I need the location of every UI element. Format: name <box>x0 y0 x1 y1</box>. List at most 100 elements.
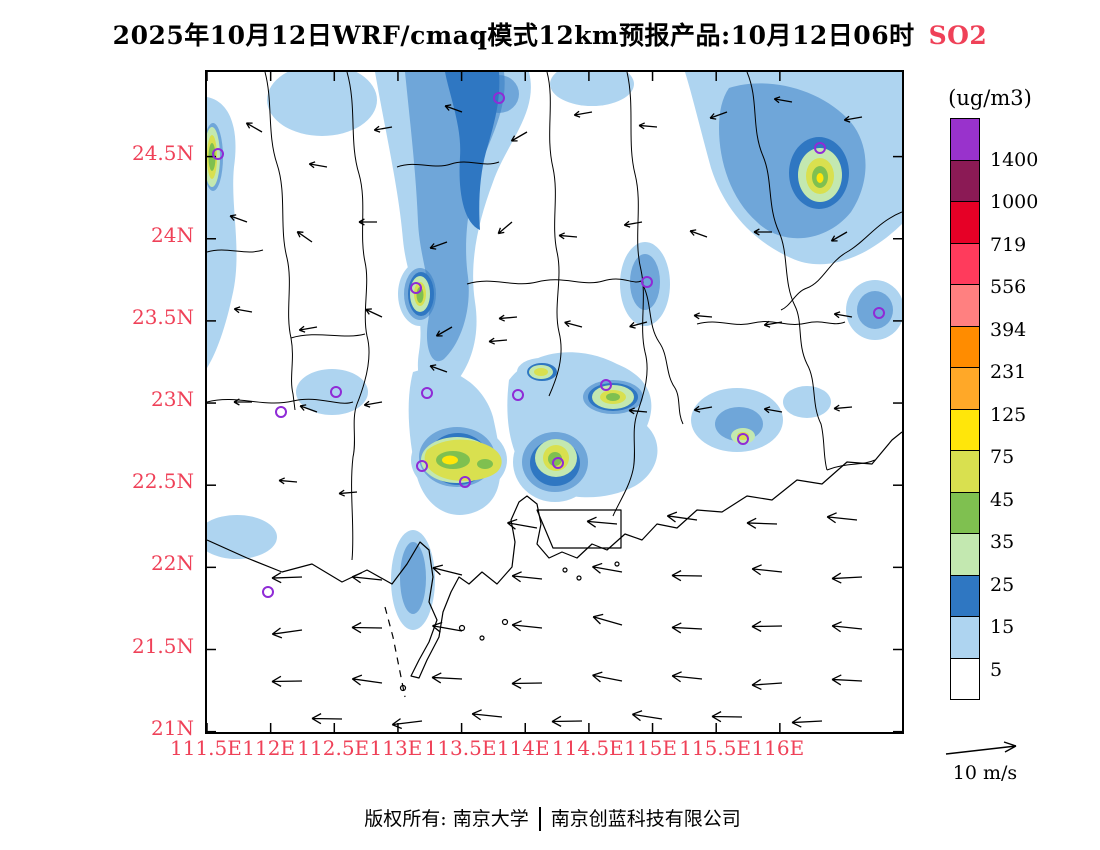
lat-tick-label: 24.5N <box>131 140 194 165</box>
copyright-footer: 版权所有: 南京大学 南京创蓝科技有限公司 <box>205 804 900 831</box>
station-marker <box>212 148 224 160</box>
wind-arrow <box>296 231 313 243</box>
colorbar-box <box>950 574 980 617</box>
colorbar-box <box>950 450 980 493</box>
station-marker <box>493 92 505 104</box>
wind-arrow <box>444 104 463 113</box>
wind-arrow <box>833 404 853 412</box>
wind-arrow <box>298 325 318 333</box>
wind-scale-legend: 10 m/s <box>942 738 1028 784</box>
wind-arrow <box>831 572 863 584</box>
wind-arrow <box>299 404 318 413</box>
lat-tick-label: 21N <box>151 715 194 740</box>
station-marker <box>552 457 564 469</box>
so2-fill-yellow-peaks <box>442 173 824 465</box>
lat-tick-label: 21.5N <box>131 633 194 658</box>
copyright-owner: 版权所有: 南京大学 <box>364 808 529 830</box>
wind-arrow <box>689 229 708 238</box>
wind-arrow <box>791 716 823 728</box>
wind-arrow <box>432 564 463 576</box>
province-boundaries <box>207 72 902 561</box>
wind-arrow <box>311 713 343 725</box>
figure-title: 2025年10月12日WRF/cmaq模式12km预报产品:10月12日06时 S… <box>0 16 1100 52</box>
wind-arrow <box>763 320 783 328</box>
wind-arrow <box>826 512 858 524</box>
wind-arrow <box>751 678 783 691</box>
station-marker <box>275 406 287 418</box>
wind-arrow <box>763 406 783 414</box>
colorbar-level-label: 25 <box>990 573 1015 596</box>
wind-arrow <box>498 314 518 322</box>
wind-arrow <box>693 405 713 413</box>
wind-arrow <box>308 161 328 169</box>
wind-arrow <box>638 122 658 130</box>
wind-arrow <box>831 621 863 633</box>
wind-arrow <box>358 218 377 226</box>
lon-tick-label: 115.5E <box>679 736 752 760</box>
station-marker <box>330 386 342 398</box>
colorbar-level-label: 1000 <box>990 191 1039 213</box>
colorbar-level-label: 45 <box>990 488 1015 511</box>
station-marker <box>641 276 653 288</box>
title-text: 2025年10月12日WRF/cmaq模式12km预报产品:10月12日06时 <box>112 21 915 50</box>
copyright-company: 南京创蓝科技有限公司 <box>550 808 741 830</box>
wind-arrow <box>373 125 393 133</box>
wind-arrow <box>830 231 848 242</box>
wind-arrow <box>628 407 648 415</box>
lat-tick-label: 23.5N <box>131 304 194 329</box>
lon-tick-label: 112E <box>242 736 296 760</box>
colorbar-box <box>950 325 980 368</box>
colorbar-box <box>950 242 980 285</box>
colorbar-box <box>950 533 980 576</box>
wind-arrow <box>586 516 618 528</box>
wind-arrow <box>511 677 543 689</box>
forecast-map <box>205 70 904 734</box>
colorbar-level-label: 35 <box>990 531 1015 553</box>
species-label: SO2 <box>928 21 988 50</box>
wind-arrow <box>432 621 463 633</box>
colorbar-level-label: 231 <box>990 361 1027 383</box>
colorbar-box <box>950 657 980 700</box>
wind-arrow <box>629 321 648 329</box>
wind-arrow <box>233 306 253 314</box>
wind-arrow <box>773 96 793 104</box>
wind-arrow <box>592 562 623 574</box>
lon-tick-label: 116E <box>751 736 805 760</box>
wind-arrow <box>753 228 772 236</box>
wind-arrow <box>338 489 358 497</box>
station-marker <box>600 379 612 391</box>
wind-arrow <box>229 214 248 223</box>
lat-tick-label: 22.5N <box>131 469 194 494</box>
wind-arrow <box>351 674 383 686</box>
wind-arrow <box>592 613 623 626</box>
colorbar-box <box>950 408 980 451</box>
wind-scale-arrow <box>945 741 1017 755</box>
wind-arrow <box>471 709 503 721</box>
wind-arrow <box>573 110 593 118</box>
wind-arrow <box>497 221 513 235</box>
station-markers-group <box>212 92 885 598</box>
colorbar-level-label: 556 <box>990 276 1027 298</box>
station-marker <box>421 387 433 399</box>
wind-arrow <box>671 671 703 683</box>
wind-arrow <box>671 570 703 582</box>
wind-arrow <box>488 337 508 345</box>
map-ticks <box>207 72 902 732</box>
station-marker <box>262 586 274 598</box>
wind-arrow <box>551 715 583 727</box>
wind-arrow <box>429 241 448 250</box>
coastline <box>207 431 902 698</box>
station-marker <box>410 282 422 294</box>
wind-arrow <box>351 622 383 634</box>
wind-arrow <box>592 671 623 683</box>
colorbar-level-label: 15 <box>990 616 1015 638</box>
wind-arrow <box>751 620 783 632</box>
wind-arrow <box>511 571 543 583</box>
wind-arrow <box>843 115 863 123</box>
wind-arrow <box>435 326 453 337</box>
wind-arrow <box>511 620 543 632</box>
wind-arrow <box>351 572 383 584</box>
wind-arrow <box>431 672 463 684</box>
wind-arrow <box>271 572 303 584</box>
